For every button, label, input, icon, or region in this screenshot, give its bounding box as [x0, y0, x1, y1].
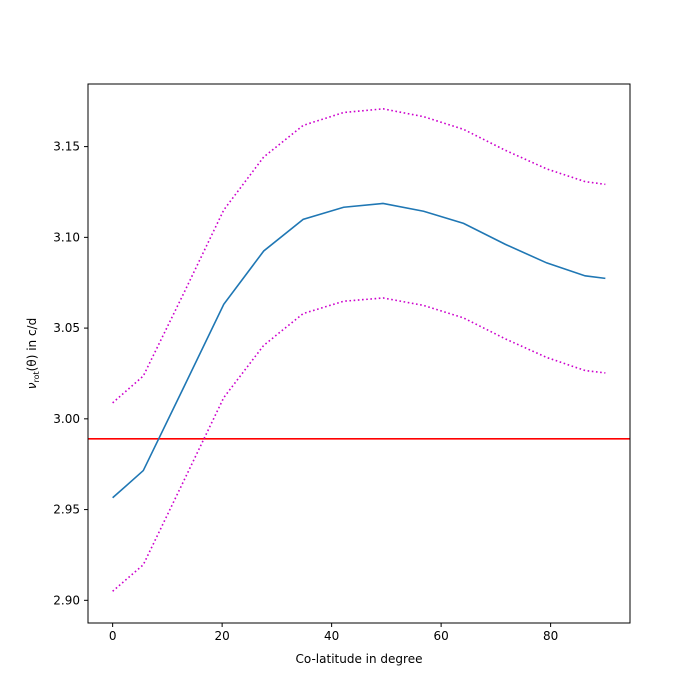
y-tick-label: 3.15 — [53, 140, 80, 154]
plot-area — [88, 108, 630, 592]
series-line-1 — [112, 108, 606, 404]
y-axis-label: νrot(θ) in c/d — [25, 318, 41, 389]
y-tick-label: 2.95 — [53, 503, 80, 517]
y-axis-ticks: 2.90 2.95 3.00 3.05 3.10 3.15 — [53, 140, 88, 607]
x-tick-label: 20 — [214, 629, 229, 643]
x-tick-label: 60 — [433, 629, 448, 643]
y-tick-label: 3.05 — [53, 321, 80, 335]
y-tick-label: 3.10 — [53, 230, 80, 244]
x-tick-label: 0 — [109, 629, 117, 643]
y-axis-label-rest: (θ) in c/d — [25, 318, 39, 372]
x-tick-label: 80 — [543, 629, 558, 643]
y-tick-label: 3.00 — [53, 412, 80, 426]
y-axis-label-symbol: ν — [25, 382, 39, 389]
y-tick-label: 2.90 — [53, 593, 80, 607]
y-axis-label-subscript: rot — [32, 371, 41, 382]
x-axis-label: Co-latitude in degree — [296, 652, 423, 666]
x-tick-label: 40 — [324, 629, 339, 643]
series-line-2 — [112, 297, 606, 592]
axes-frame — [87, 83, 631, 624]
series-line-0 — [112, 202, 606, 499]
x-axis-ticks: 0 20 40 60 80 — [109, 623, 558, 643]
